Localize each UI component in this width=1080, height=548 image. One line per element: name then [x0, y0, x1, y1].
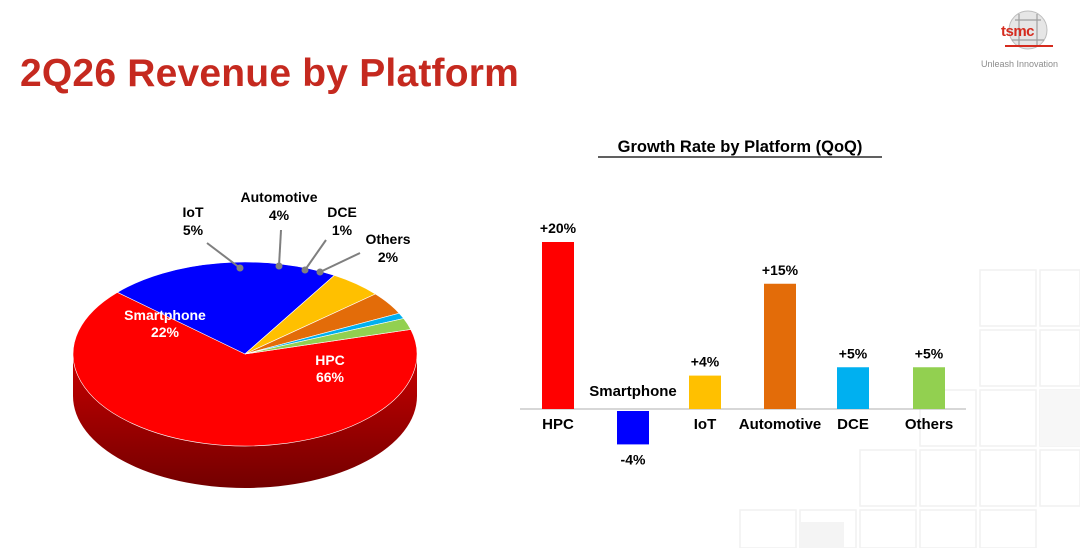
logo-globe-icon: [1005, 10, 1053, 50]
pie-leader-dce: [304, 239, 327, 271]
bar-category-automotive: Automotive: [739, 416, 822, 433]
bar-value-others: +5%: [915, 345, 944, 361]
pie-label-automotive: Automotive: [241, 189, 318, 205]
pie-leader-dot-automotive: [275, 262, 283, 270]
pie-label-iot: IoT: [183, 204, 204, 220]
bar-value-hpc: +20%: [540, 220, 577, 236]
bar-smartphone: [617, 411, 649, 445]
pie-value-smartphone: 22%: [151, 324, 180, 340]
pie-slice-smartphone: [116, 261, 335, 355]
bar-iot: [689, 375, 721, 409]
pie-label-hpc: HPC: [315, 352, 345, 368]
bar-category-iot: IoT: [694, 416, 717, 433]
bar-category-hpc: HPC: [542, 416, 574, 433]
pie-label-dce: DCE: [327, 204, 357, 220]
pie-label-others: Others: [365, 231, 410, 247]
bar-hpc: [542, 242, 574, 409]
pie-value-hpc: 66%: [316, 369, 345, 385]
bar-category-smartphone: Smartphone: [589, 383, 677, 400]
tsmc-logo: tsmc Unleash Innovation: [975, 6, 1075, 70]
pie-slice-others: [244, 318, 412, 355]
bar-dce: [837, 367, 869, 409]
pie-value-iot: 5%: [183, 222, 204, 238]
bar-value-iot: +4%: [691, 354, 720, 370]
pie-leader-automotive: [278, 229, 282, 267]
bar-others: [913, 367, 945, 409]
pie-leader-dot-dce: [301, 266, 309, 274]
pie-value-others: 2%: [378, 249, 399, 265]
bar-category-dce: DCE: [837, 416, 869, 433]
pie-leader-others: [319, 252, 361, 273]
bar-value-automotive: +15%: [762, 262, 799, 278]
pie-leader-dot-others: [316, 268, 324, 276]
logo-tagline: Unleash Innovation: [981, 59, 1059, 69]
pie-slice-hpc: [72, 291, 418, 447]
bar-value-smartphone: -4%: [621, 451, 646, 467]
bar-category-others: Others: [905, 416, 953, 433]
pie-leader-dot-iot: [236, 264, 244, 272]
pie-side-hpc: [73, 354, 417, 488]
bar-value-dce: +5%: [839, 345, 868, 361]
bar-automotive: [764, 283, 796, 409]
background-grid-decoration: [739, 269, 1080, 548]
pie-label-smartphone: Smartphone: [124, 307, 206, 323]
page-title: 2Q26 Revenue by Platform: [20, 52, 519, 95]
logo-text: tsmc: [1001, 23, 1035, 40]
bar-chart-title: Growth Rate by Platform (QoQ): [618, 138, 863, 156]
pie-value-automotive: 4%: [269, 207, 290, 223]
pie-leader-iot: [206, 242, 241, 269]
pie-value-dce: 1%: [332, 222, 353, 238]
